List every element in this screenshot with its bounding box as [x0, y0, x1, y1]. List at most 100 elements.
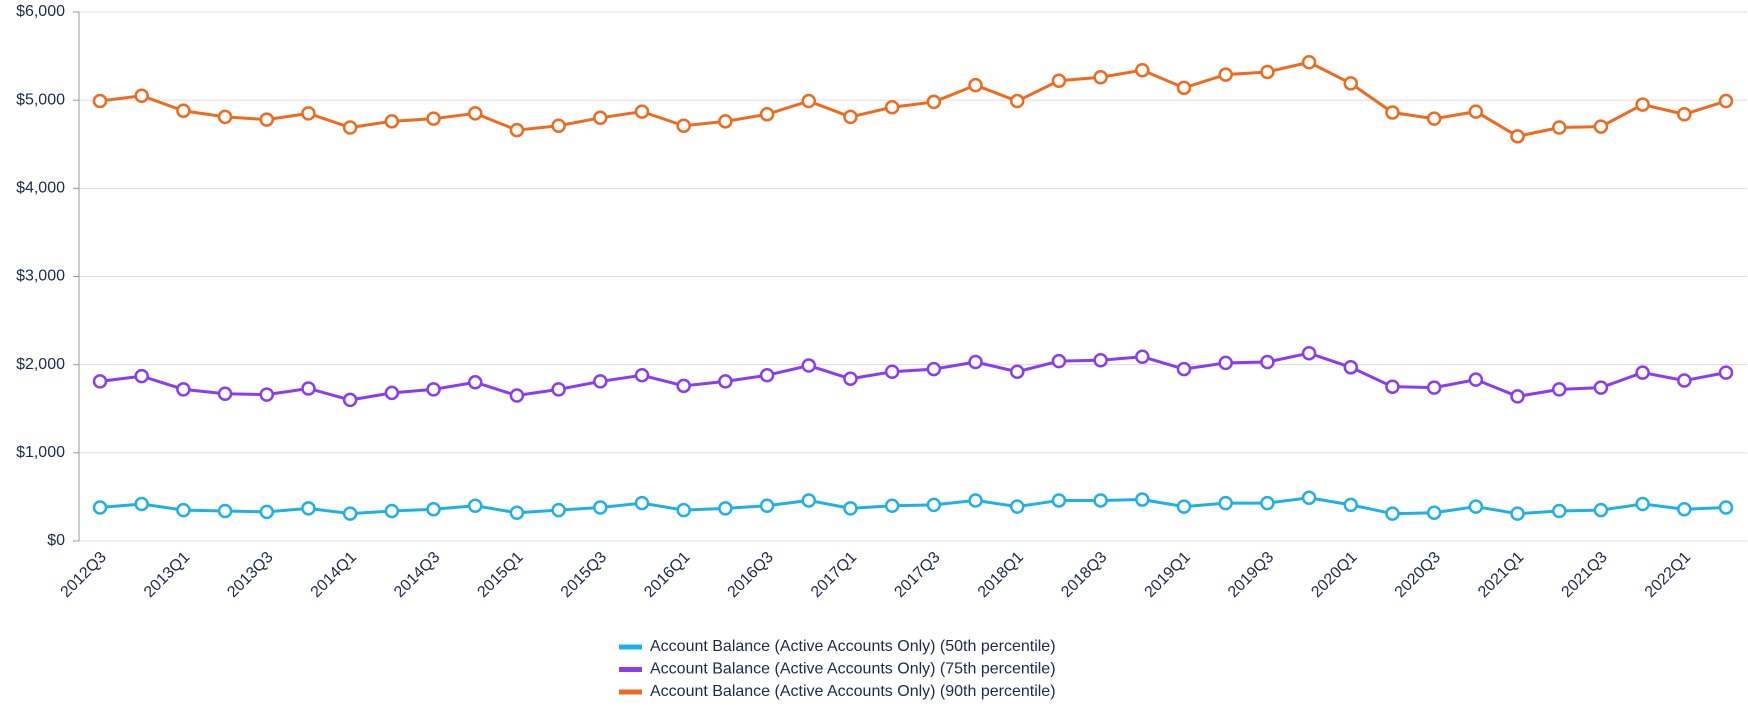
y-tick-label: $2,000: [16, 356, 65, 373]
x-tick-label: 2013Q1: [141, 549, 193, 601]
data-point: [801, 358, 817, 373]
data-point: [1468, 499, 1484, 514]
y-tick-label: $3,000: [16, 268, 65, 285]
x-tick-label: 2015Q1: [474, 549, 526, 601]
data-point: [1260, 354, 1275, 370]
data-point: [384, 114, 400, 129]
data-point: [1677, 107, 1692, 122]
x-tick-label: 2013Q3: [224, 549, 276, 601]
data-point: [92, 93, 108, 109]
data-point: [259, 387, 275, 402]
data-point: [1093, 353, 1108, 368]
data-point: [467, 498, 483, 513]
data-point: [509, 388, 525, 403]
data-point: [551, 382, 566, 397]
x-tick-label: 2022Q1: [1642, 549, 1694, 601]
data-point: [718, 501, 733, 516]
series-line: [99, 60, 1727, 138]
data-point: [92, 374, 108, 389]
data-point: [1385, 379, 1400, 394]
data-point: [1009, 364, 1025, 379]
data-point: [217, 386, 233, 402]
x-tick-label: 2015Q3: [558, 549, 610, 601]
data-point: [1218, 495, 1233, 511]
data-point: [176, 103, 191, 118]
data-point: [134, 88, 149, 104]
data-point: [551, 118, 566, 133]
data-point: [1218, 67, 1233, 82]
x-tick-label: 2019Q3: [1225, 549, 1277, 601]
data-point: [634, 495, 650, 511]
data-point: [384, 503, 400, 519]
data-point: [718, 114, 733, 129]
data-point: [1468, 372, 1484, 387]
data-point: [926, 94, 942, 110]
data-point: [1677, 502, 1692, 517]
data-point: [1551, 503, 1567, 519]
data-point: [1260, 495, 1275, 511]
data-point: [426, 111, 441, 126]
data-point: [1551, 382, 1567, 397]
y-tick-label: $5,000: [16, 91, 65, 108]
data-point: [759, 367, 775, 383]
x-tick-label: 2014Q1: [308, 549, 360, 601]
data-point: [884, 498, 900, 513]
data-point: [1009, 93, 1025, 109]
data-point: [843, 109, 858, 125]
x-tick-label: 2019Q1: [1142, 549, 1194, 601]
legend-label: Account Balance (Active Accounts Only) (…: [650, 638, 1056, 655]
data-point: [634, 367, 650, 383]
data-point: [1385, 506, 1400, 521]
data-point: [301, 381, 316, 396]
data-point: [926, 497, 942, 513]
data-point: [926, 361, 942, 377]
data-point: [259, 112, 275, 127]
data-point: [342, 506, 358, 521]
data-point: [342, 392, 358, 408]
data-point: [884, 364, 900, 379]
data-point: [1635, 496, 1650, 512]
x-tick-label: 2018Q1: [975, 549, 1027, 601]
data-point: [759, 498, 775, 513]
data-point: [1510, 506, 1525, 521]
data-point: [217, 109, 233, 125]
x-tick-label: 2020Q3: [1392, 549, 1444, 601]
data-point: [176, 382, 191, 397]
data-point: [1718, 93, 1734, 109]
data-point: [1426, 111, 1442, 126]
data-point: [509, 122, 525, 138]
x-tick-label: 2021Q1: [1475, 549, 1527, 601]
x-tick-label: 2017Q3: [891, 549, 943, 601]
x-tick-label: 2018Q3: [1058, 549, 1110, 601]
data-point: [1135, 492, 1150, 507]
data-point: [1260, 64, 1275, 80]
data-point: [1593, 502, 1609, 518]
data-point: [467, 106, 483, 121]
data-point: [1093, 493, 1108, 508]
data-point: [1593, 119, 1609, 134]
data-point: [426, 502, 441, 517]
x-tick-label: 2012Q3: [58, 549, 110, 601]
data-point: [1009, 499, 1025, 514]
data-point: [1635, 97, 1650, 112]
data-point: [593, 374, 608, 389]
data-point: [1426, 505, 1442, 521]
series-line: [99, 351, 1727, 402]
data-point: [217, 503, 233, 519]
series-line: [99, 496, 1727, 516]
data-point: [593, 500, 608, 515]
y-tick-label: $6,000: [16, 3, 65, 20]
data-point: [1135, 62, 1150, 78]
y-tick-label: $1,000: [16, 444, 65, 461]
y-tick-label: $4,000: [16, 180, 65, 197]
data-point: [1343, 76, 1359, 91]
data-point: [1343, 497, 1359, 513]
data-point: [1176, 499, 1192, 514]
data-point: [342, 120, 358, 135]
data-point: [1176, 80, 1192, 96]
legend-label: Account Balance (Active Accounts Only) (…: [650, 683, 1056, 700]
data-point: [1051, 353, 1067, 369]
data-point: [843, 371, 858, 387]
data-point: [384, 385, 400, 401]
